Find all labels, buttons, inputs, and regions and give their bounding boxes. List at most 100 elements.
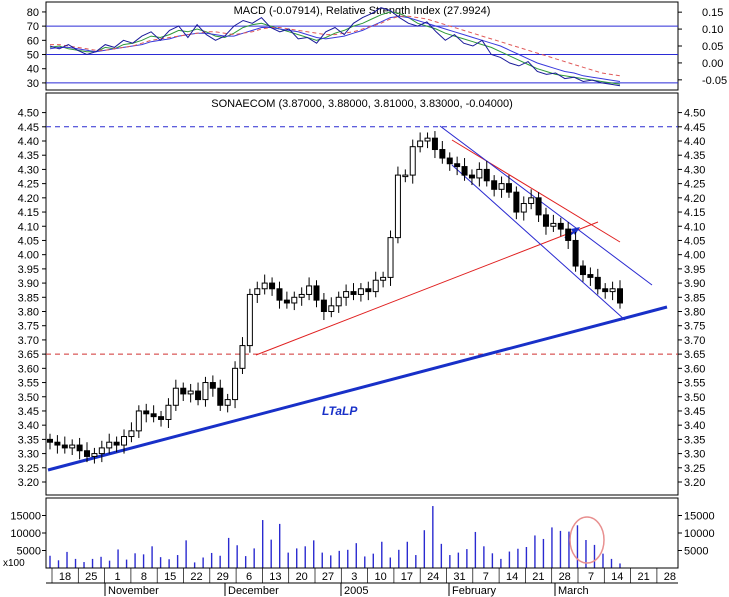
price-candle (380, 271, 387, 288)
price-candle (417, 132, 424, 153)
price-left-tick-label: 3.30 (18, 449, 39, 461)
price-candle (202, 376, 209, 407)
price-left-tick-label: 3.45 (18, 406, 39, 418)
candle-body (431, 137, 438, 151)
price-candles (47, 131, 623, 464)
date-tick-label: 3 (351, 571, 357, 583)
price-left-tick-label: 4.45 (18, 122, 39, 134)
price-left-tick-label: 4.35 (18, 150, 39, 162)
price-left-tick-label: 4.05 (18, 235, 39, 247)
price-candle (528, 189, 535, 210)
price-candle (254, 281, 261, 303)
price-left-tick-label: 4.20 (18, 193, 39, 205)
candle-body (165, 404, 172, 420)
candle-body (224, 399, 231, 406)
date-tick-label: 15 (164, 571, 176, 583)
volume-highlight-circle (569, 516, 605, 564)
indicator-left-axis: 30 40 50 60 70 80 (27, 7, 46, 90)
price-candle (402, 169, 409, 183)
candle-body (454, 163, 461, 168)
price-candle (454, 156, 461, 176)
candle-body (276, 288, 283, 301)
candle-body (609, 288, 616, 293)
date-tick-label: 14 (611, 571, 623, 583)
month-label: February (452, 585, 497, 597)
date-tick-labels: 18 25 1 8 15 22 29 6 13 20 27 3 10 17 24 31 7 14 21 28 7 14 21… (51, 568, 676, 583)
price-right-tick-label: 3.75 (684, 321, 705, 333)
candle-body (128, 430, 135, 438)
candle-body (209, 382, 216, 389)
price-right-tick-label: 3.70 (684, 335, 705, 347)
indicator-right-tick-label: 0.15 (702, 7, 723, 19)
price-candle (180, 382, 187, 402)
indicator-left-tick-label: 80 (27, 7, 39, 19)
date-tick-label: 25 (85, 571, 97, 583)
candle-body (617, 288, 623, 304)
candle-body (232, 367, 239, 401)
candle-body (291, 296, 298, 304)
price-candle (261, 274, 268, 295)
date-tick-label: 7 (588, 571, 594, 583)
price-candle (409, 139, 416, 184)
price-left-tick-label: 3.85 (18, 292, 39, 304)
price-right-tick-label: 3.20 (684, 477, 705, 489)
candle-body (468, 174, 475, 179)
price-candle (172, 379, 179, 411)
rsi-average-line (50, 15, 621, 77)
volume-left-tick-label: 10000 (10, 528, 41, 540)
candle-body (172, 387, 179, 406)
price-candle (113, 436, 120, 453)
date-tick-label: 18 (59, 571, 71, 583)
price-candle (269, 277, 276, 296)
price-candle (542, 207, 549, 235)
price-right-tick-label: 4.10 (684, 221, 705, 233)
price-right-tick-label: 3.65 (684, 349, 705, 361)
candle-body (187, 390, 194, 395)
price-candle (365, 281, 372, 301)
candle-body (498, 183, 505, 190)
date-tick-label: 1 (115, 571, 121, 583)
candle-body (402, 174, 409, 178)
candle-body (579, 265, 586, 276)
price-candle (209, 375, 216, 397)
price-candle (594, 268, 601, 295)
indicator-left-tick-label: 50 (27, 50, 39, 62)
price-candle (565, 221, 572, 249)
month-label: 2005 (344, 585, 368, 597)
price-right-tick-label: 3.60 (684, 363, 705, 375)
price-candle (476, 162, 483, 187)
price-left-tick-label: 4.50 (18, 108, 39, 120)
price-left-tick-label: 3.70 (18, 335, 39, 347)
price-candle (609, 281, 616, 301)
price-candle (579, 260, 586, 282)
price-right-tick-label: 4.00 (684, 250, 705, 262)
candle-body (439, 149, 446, 159)
price-candle (328, 297, 335, 318)
price-right-tick-label: 3.40 (684, 420, 705, 432)
volume-left-axis: 15000 10000 5000 (10, 511, 46, 558)
price-right-tick-label: 4.05 (684, 235, 705, 247)
price-right-tick-label: 4.45 (684, 122, 705, 134)
candle-body (106, 441, 113, 449)
price-candle (135, 405, 142, 438)
price-candle (320, 293, 327, 321)
candle-body (313, 285, 320, 301)
candle-body (246, 293, 253, 347)
candle-body (572, 239, 579, 267)
price-candle (276, 281, 283, 309)
candle-body (91, 453, 98, 457)
date-tick-label: 21 (532, 571, 544, 583)
price-candle (617, 280, 623, 309)
price-right-tick-label: 3.35 (684, 434, 705, 446)
price-left-tick-label: 4.15 (18, 207, 39, 219)
breakout-arrow-head (571, 227, 580, 235)
price-right-tick-label: 4.15 (684, 207, 705, 219)
price-candle (350, 283, 357, 301)
price-candle (283, 291, 290, 309)
date-tick-label: 13 (269, 571, 281, 583)
candle-body (47, 438, 53, 443)
price-candle (446, 152, 453, 171)
candle-body (550, 222, 557, 227)
price-candle (491, 175, 498, 197)
price-candle (468, 169, 475, 186)
